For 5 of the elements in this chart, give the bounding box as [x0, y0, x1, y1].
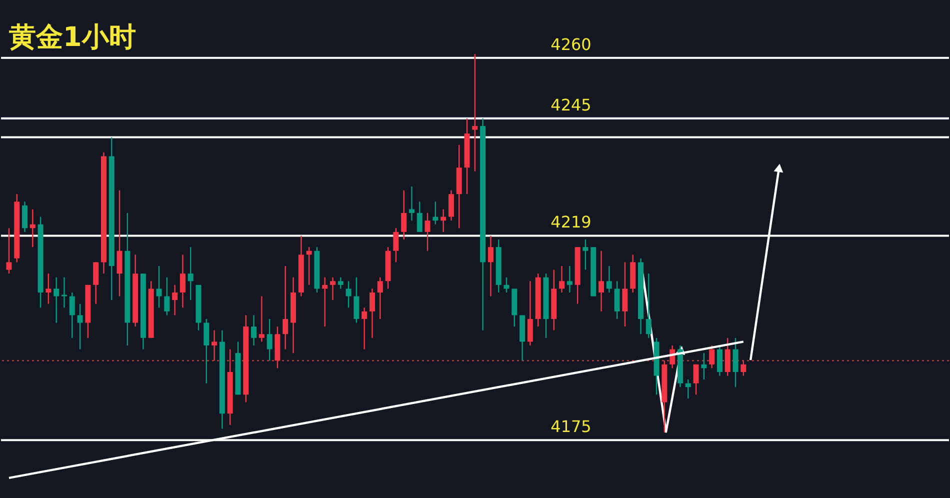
annotation: 4260	[550, 34, 592, 54]
annotation: 4175	[550, 417, 592, 436]
chart-title: 黄金1小时	[8, 22, 136, 53]
annotation: 4219	[550, 212, 592, 232]
annotation: 4245	[550, 95, 592, 114]
